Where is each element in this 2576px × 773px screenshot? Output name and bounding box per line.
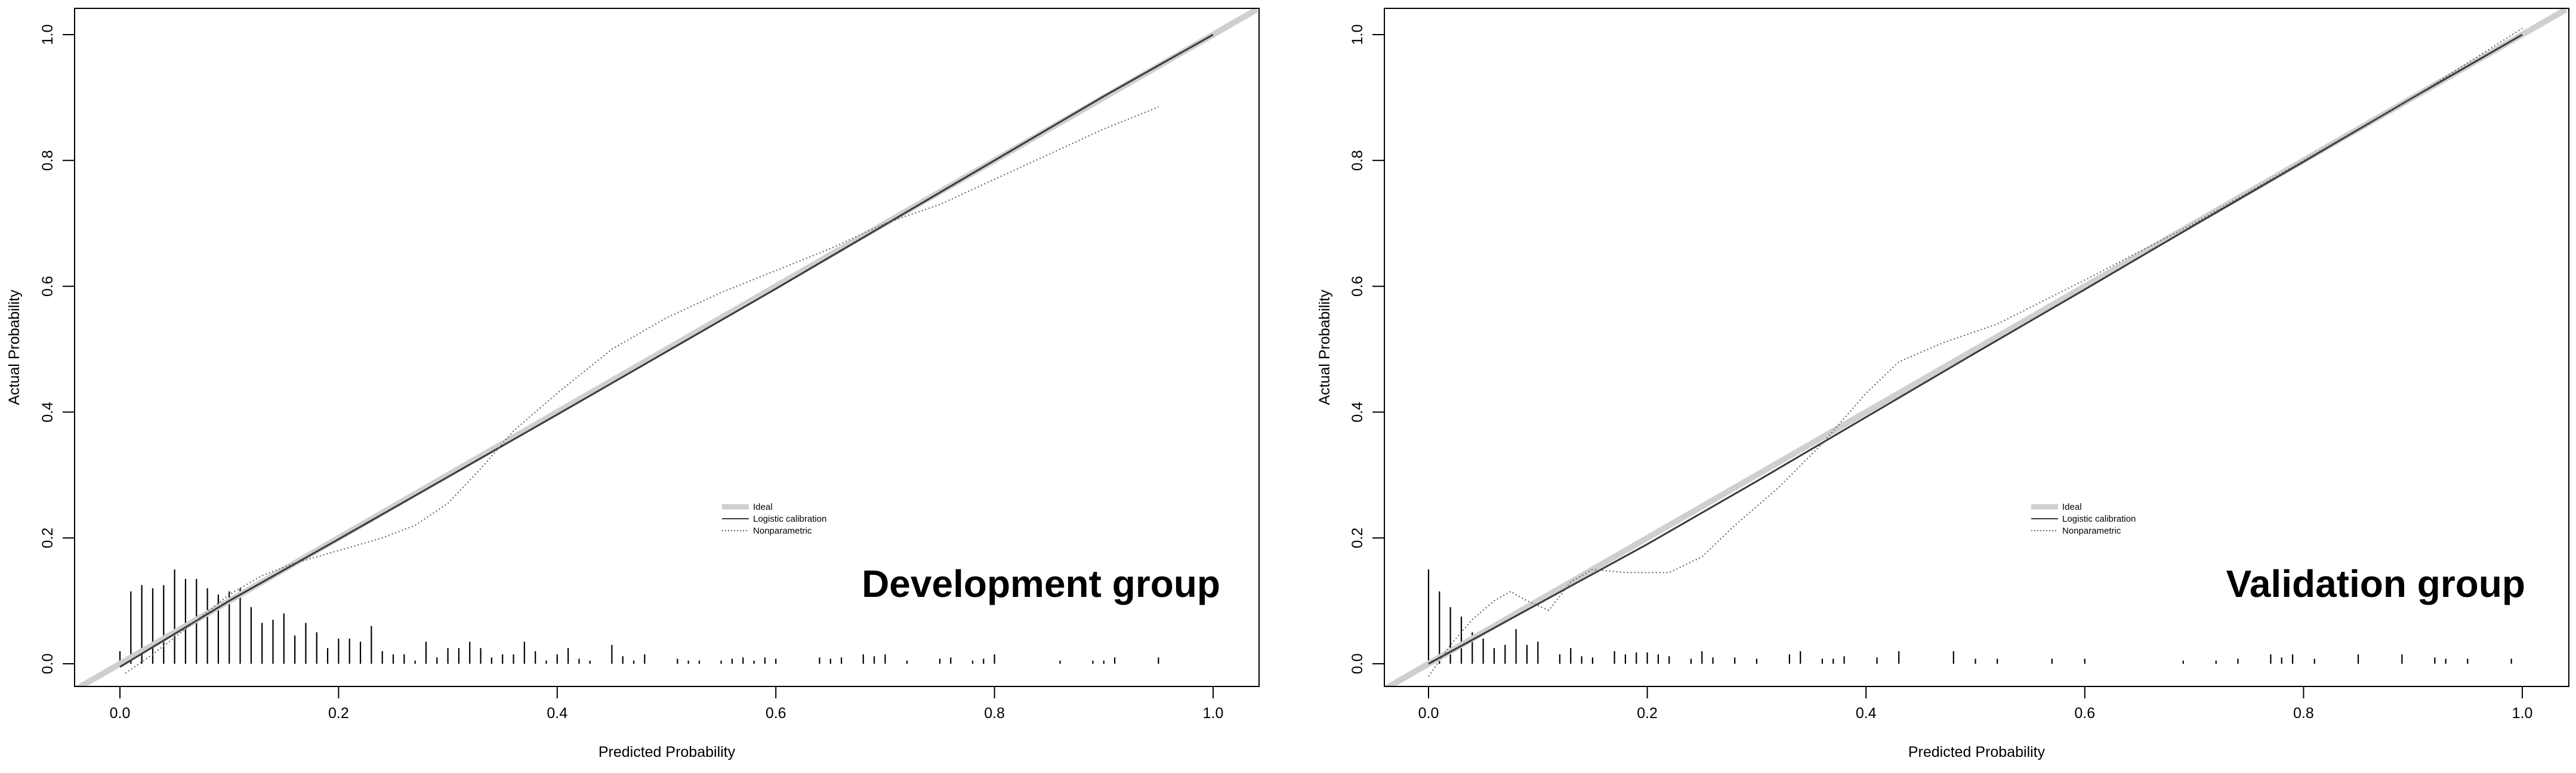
x-tick-label: 0.8 [984, 705, 1005, 722]
x-tick-label: 1.0 [1203, 705, 1224, 722]
x-axis-title: Predicted Probability [599, 744, 736, 760]
x-tick-label: 0.4 [547, 705, 567, 722]
x-tick-label: 1.0 [2512, 705, 2533, 722]
legend-label: Ideal [753, 502, 773, 512]
series-nonparametric-line [125, 106, 1159, 674]
y-tick-label: 0.4 [1349, 402, 1366, 423]
y-tick-label: 0.0 [39, 654, 56, 675]
legend-label: Nonparametric [2062, 526, 2121, 536]
y-tick-label: 0.6 [1349, 276, 1366, 297]
legend-label: Logistic calibration [2062, 514, 2136, 524]
y-tick-label: 0.0 [1349, 654, 1366, 675]
group-annotation: Development group [862, 562, 1220, 605]
y-tick-label: 0.2 [39, 528, 56, 549]
y-tick-label: 0.4 [39, 402, 56, 423]
group-annotation: Validation group [2226, 562, 2525, 605]
legend-label: Nonparametric [753, 526, 812, 536]
calibration-plot-validation: 0.0 0.2 0.4 0.6 0.8 1.0 0.0 0.2 0.4 0.6 0.8 1.0 Pred… [1288, 0, 2576, 770]
plot-frame [1384, 8, 2569, 687]
x-tick-label: 0.6 [766, 705, 786, 722]
y-tick-label: 1.0 [39, 24, 56, 45]
plot-area [1384, 8, 2568, 686]
y-axis-title: Actual Probability [6, 290, 23, 405]
y-axis-title: Actual Probability [1316, 290, 1333, 405]
legend-label: Ideal [2062, 502, 2082, 512]
x-tick-label: 0.6 [2074, 705, 2095, 722]
series-logistic-calibration-line [1428, 33, 2523, 665]
plot-area [75, 8, 1258, 686]
series-logistic-calibration-line [119, 33, 1214, 668]
x-tick-label: 0.8 [2293, 705, 2314, 722]
chart-svg-validation: 0.0 0.2 0.4 0.6 0.8 1.0 0.0 0.2 0.4 0.6 0.8 1.0 Pred… [1316, 8, 2569, 760]
x-axis-title: Predicted Probability [1908, 744, 2046, 760]
y-tick-label: 0.6 [39, 276, 56, 297]
x-tick-label: 0.2 [1637, 705, 1658, 722]
y-tick-label: 1.0 [1349, 24, 1366, 45]
x-tick-label: 0.4 [1856, 705, 1877, 722]
calibration-plot-development: 0.0 0.2 0.4 0.6 0.8 1.0 0.0 0.2 0.4 0.6 0.8 1.0 Pred… [0, 0, 1288, 770]
y-tick-label: 0.8 [1349, 150, 1366, 171]
legend-label: Logistic calibration [753, 514, 826, 524]
x-tick-label: 0.2 [328, 705, 349, 722]
x-tick-label: 0.0 [1418, 705, 1439, 722]
x-tick-label: 0.0 [110, 705, 131, 722]
y-tick-label: 0.8 [39, 150, 56, 171]
y-tick-label: 0.2 [1349, 528, 1366, 549]
chart-svg-development: 0.0 0.2 0.4 0.6 0.8 1.0 0.0 0.2 0.4 0.6 0.8 1.0 Pred… [6, 8, 1260, 760]
plot-frame [74, 8, 1260, 687]
series-nonparametric-line [1428, 27, 2523, 677]
